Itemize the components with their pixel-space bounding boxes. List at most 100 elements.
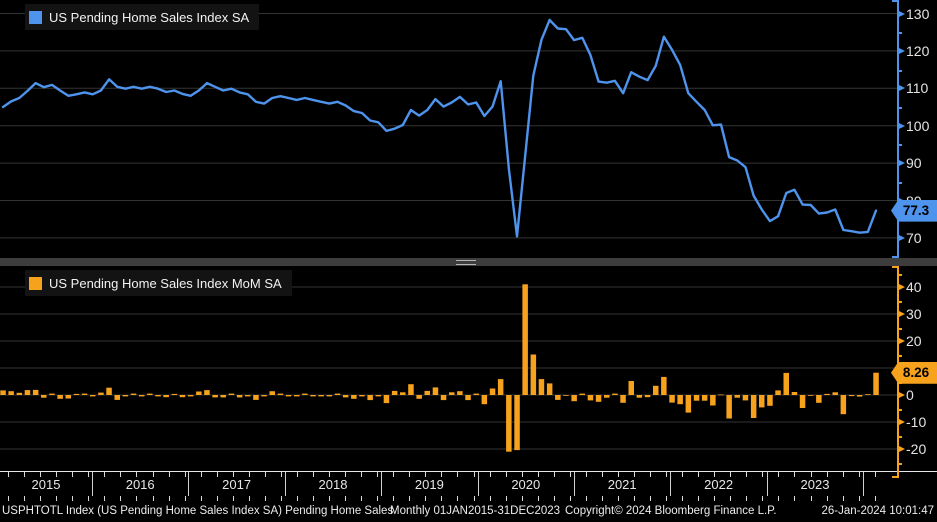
y-axis-tick-label: 130 [906, 5, 930, 22]
mom-bar [816, 395, 822, 403]
mom-bar [32, 389, 39, 395]
x-axis-minor-tick [698, 496, 700, 501]
mom-bar [212, 395, 218, 398]
mom-bar [848, 395, 855, 397]
x-axis-minor-tick [778, 496, 780, 501]
x-axis-minor-tick [216, 496, 218, 501]
y-axis-tick-arrow-icon [897, 46, 905, 55]
x-axis-minor-tick [8, 472, 9, 477]
x-axis-year-label: 2022 [704, 477, 734, 492]
mom-bar [220, 395, 226, 398]
mom-bar [204, 390, 210, 395]
x-axis-minor-tick [441, 472, 443, 477]
mom-bar [481, 395, 488, 405]
x-axis-minor-tick [264, 472, 266, 477]
x-axis-minor-tick [329, 472, 330, 477]
mom-bar [759, 395, 765, 408]
mom-bar [669, 395, 675, 403]
mom-bar [620, 395, 626, 403]
x-axis-minor-tick [537, 496, 539, 501]
x-axis-minor-tick [762, 472, 764, 477]
mom-bar [49, 393, 55, 395]
x-axis-minor-tick [553, 496, 555, 501]
x-axis-minor-tick [104, 472, 106, 477]
mom-bar [775, 390, 781, 395]
mom-bar [236, 395, 243, 398]
mom-bar [261, 395, 267, 397]
x-axis-minor-tick [810, 496, 812, 501]
mom-bar [865, 394, 871, 395]
axis-endcap [892, 0, 897, 2]
mom-bar [416, 395, 422, 399]
legend-mom-series[interactable]: US Pending Home Sales Index MoM SA [25, 270, 292, 296]
mom-bar [808, 395, 814, 396]
mom-bar [171, 393, 178, 395]
x-axis-minor-tick [457, 472, 459, 477]
x-axis-minor-tick [489, 472, 491, 477]
x-axis-minor-tick [698, 472, 700, 477]
mom-bar [294, 395, 300, 397]
legend-index-series[interactable]: US Pending Home Sales Index SA [25, 4, 260, 30]
x-axis-minor-tick [361, 496, 363, 501]
status-instrument: USPHTOTL Index (US Pending Home Sales In… [2, 505, 394, 517]
status-bar: USPHTOTL Index (US Pending Home Sales In… [0, 503, 937, 522]
y-axis-minor-tick [897, 462, 902, 465]
x-axis-year-divider [477, 472, 479, 496]
x-axis-year-divider [670, 472, 672, 496]
mom-bar [457, 391, 463, 395]
x-axis-minor-tick [682, 472, 684, 477]
y-axis-minor-tick [897, 107, 902, 109]
mom-bar [375, 395, 382, 397]
mom-bar [718, 394, 724, 396]
x-axis-minor-tick [329, 496, 330, 501]
index-line-chart-panel[interactable] [0, 0, 937, 258]
x-axis-minor-tick [617, 472, 619, 477]
x-axis-year-label: 2015 [31, 477, 61, 492]
x-axis-year-divider [381, 472, 383, 496]
mom-bar [840, 395, 847, 415]
mom-bar [179, 395, 186, 398]
x-axis-minor-tick [473, 496, 475, 501]
x-axis-minor-tick [313, 496, 314, 501]
x-axis-minor-tick [521, 496, 523, 501]
x-axis-minor-tick [24, 472, 26, 477]
x-axis-minor-tick [361, 472, 363, 477]
mom-bar [24, 390, 31, 395]
mom-bar [742, 395, 749, 401]
x-axis-year-label: 2020 [511, 477, 541, 492]
mom-bar [383, 395, 390, 404]
y-axis-tick-label: 90 [906, 155, 922, 172]
axis-endcap [892, 256, 897, 258]
mom-bar [856, 395, 863, 397]
mom-bar [326, 395, 333, 397]
x-axis-minor-tick [280, 496, 282, 501]
y-axis-tick-arrow-icon [897, 159, 905, 168]
x-axis-minor-tick [746, 472, 748, 477]
x-axis-minor-tick [393, 496, 395, 501]
x-axis-minor-tick [650, 496, 651, 501]
x-axis-minor-tick [826, 472, 828, 477]
axis-endcap [892, 476, 897, 478]
x-axis-minor-tick [505, 472, 507, 477]
y-axis-tick-label: 20 [906, 333, 922, 349]
mom-bar [98, 392, 104, 395]
x-axis-minor-tick [537, 472, 539, 477]
x-axis-minor-tick [441, 496, 443, 501]
mom-bar [155, 395, 161, 397]
y-axis-minor-tick [897, 354, 902, 357]
legend-index-label: US Pending Home Sales Index SA [49, 9, 250, 25]
x-axis-minor-tick [216, 472, 218, 477]
mom-bar [734, 395, 740, 398]
orange-series-swatch-icon [29, 276, 42, 290]
x-axis-minor-tick [345, 472, 347, 477]
x-axis-minor-tick [810, 472, 812, 477]
x-axis-minor-tick [168, 472, 170, 477]
x-axis-minor-tick [842, 472, 844, 477]
mom-bar [824, 393, 830, 395]
x-axis-minor-tick [585, 496, 587, 501]
panel-resize-grip-icon[interactable] [456, 259, 476, 265]
mom-bar-chart-panel[interactable] [0, 266, 937, 471]
x-axis-year-label: 2021 [607, 477, 637, 492]
mom-bar [685, 395, 692, 413]
mom-bar [791, 392, 798, 395]
